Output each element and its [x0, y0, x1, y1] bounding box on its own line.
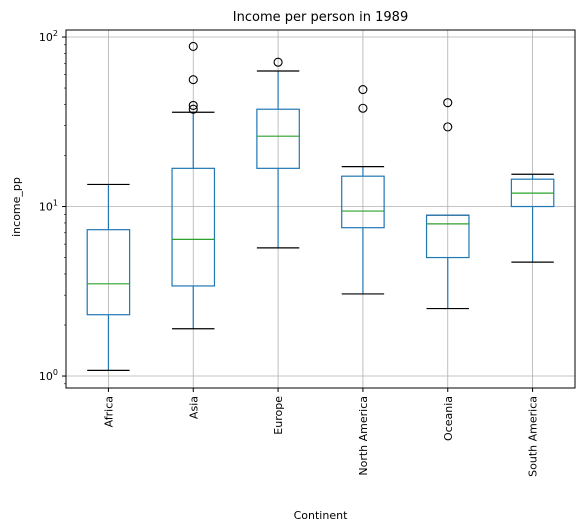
x-tick-label: Europe — [272, 396, 285, 435]
outlier-point — [188, 75, 198, 85]
outlier-point — [273, 57, 283, 67]
plot-frame — [65, 29, 576, 389]
chart-title: Income per person in 1989 — [233, 10, 408, 25]
y-ticks: 100 101 102 — [39, 29, 66, 385]
grid-lines — [66, 30, 575, 388]
x-ticks: Africa Asia Europe North America Oceania Sout… — [102, 388, 540, 477]
box-plots — [86, 41, 555, 371]
x-tick-label: Africa — [102, 396, 115, 427]
y-tick-label: 100 — [39, 368, 58, 383]
box-group — [341, 84, 385, 295]
box-group — [425, 98, 470, 310]
x-tick-label: Asia — [187, 396, 200, 419]
iqr-box — [86, 229, 131, 316]
y-tick-label: 102 — [39, 29, 58, 44]
outlier-point — [443, 98, 453, 108]
box-group — [86, 183, 131, 371]
outlier-point — [188, 41, 198, 51]
x-tick-label: North America — [357, 396, 370, 476]
outlier-point — [358, 103, 368, 113]
x-tick-label: South America — [527, 396, 540, 477]
outlier-point — [188, 104, 198, 114]
x-axis-label: Continent — [294, 509, 348, 522]
x-tick-label: Oceania — [442, 396, 455, 441]
y-axis-label: income_pp — [10, 177, 23, 237]
iqr-box — [256, 108, 300, 169]
outlier-point — [443, 122, 453, 132]
y-tick-label: 101 — [39, 199, 58, 214]
outlier-point — [188, 100, 198, 110]
outlier-point — [358, 84, 368, 95]
box-group — [256, 57, 300, 249]
iqr-box — [425, 214, 470, 259]
box-group — [510, 173, 555, 263]
iqr-box — [341, 175, 385, 229]
box-group — [171, 41, 216, 330]
iqr-box — [171, 167, 216, 287]
